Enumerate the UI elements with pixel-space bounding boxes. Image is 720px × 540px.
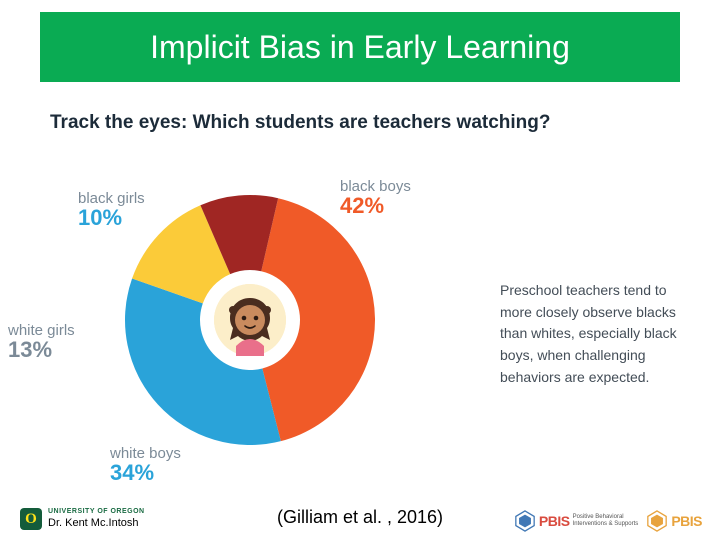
slice-label-value: 34% xyxy=(110,460,181,486)
slice-label: white boys34% xyxy=(110,445,181,486)
slide-title: Implicit Bias in Early Learning xyxy=(150,29,570,66)
slice-label-value: 13% xyxy=(8,337,75,363)
pbis-text-1: PBIS xyxy=(539,513,570,529)
pbis-text-2: PBIS xyxy=(671,513,702,529)
slice-label: white girls13% xyxy=(8,322,75,363)
slide-footer: O UNIVERSITY OF OREGON Dr. Kent Mc.Intos… xyxy=(0,492,720,540)
pbis-logo-2: PBIS xyxy=(646,510,702,532)
slice-label: black boys42% xyxy=(340,178,411,219)
child-avatar xyxy=(214,284,286,356)
hex-icon xyxy=(514,510,536,532)
hex-icon xyxy=(646,510,668,532)
slice-label-value: 10% xyxy=(78,205,145,231)
slice-label: black girls10% xyxy=(78,190,145,231)
pbis-sub-1: Positive Behavioral Interventions & Supp… xyxy=(573,514,639,527)
pbis-logo-1: PBIS Positive Behavioral Interventions &… xyxy=(514,510,638,532)
slice-label-value: 42% xyxy=(340,193,411,219)
eye-tracking-donut-chart: black boys42%white boys34%white girls13%… xyxy=(0,150,470,470)
slide-title-bar: Implicit Bias in Early Learning xyxy=(40,12,680,82)
subheading: Track the eyes: Which students are teach… xyxy=(50,112,670,134)
footer-right: PBIS Positive Behavioral Interventions &… xyxy=(514,510,702,532)
caption-text: Preschool teachers tend to more closely … xyxy=(500,280,690,388)
